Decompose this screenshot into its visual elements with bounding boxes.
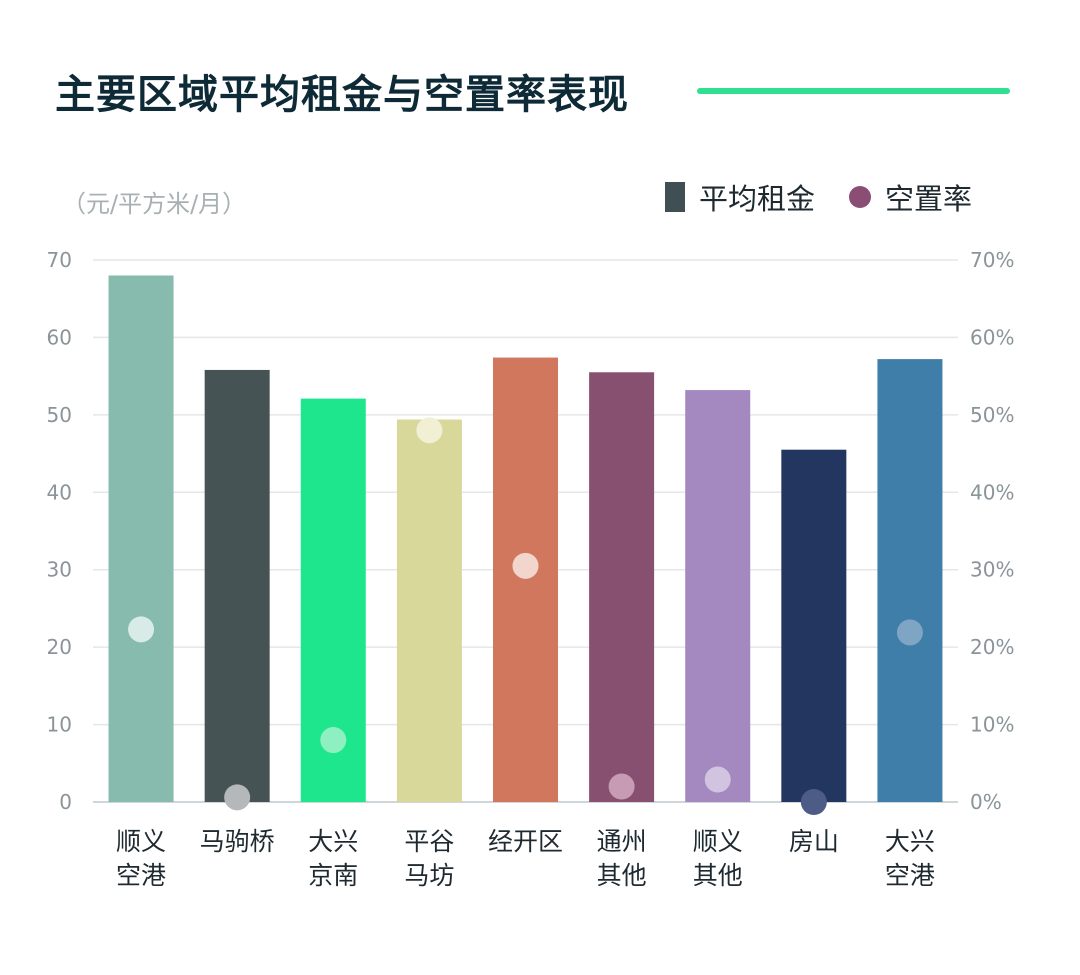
right-tick-label: 60% [970,325,1014,349]
legend-item-vacancy: 空置率 [848,176,972,218]
category-label: 顺义 [693,827,743,856]
rent-bar [204,369,270,802]
legend-bar-swatch [664,182,685,212]
category-label: 通州 [597,827,647,856]
right-tick-label: 0% [970,790,1002,814]
vacancy-point [896,619,923,646]
category-label: 空港 [885,861,935,890]
vacancy-point [512,552,539,579]
category-label: 其他 [597,861,647,890]
left-tick-label: 70 [47,248,72,272]
left-tick-label: 60 [47,325,72,349]
category-label: 马坊 [404,861,454,890]
vacancy-point [224,784,251,811]
category-label: 其他 [693,861,743,890]
category-label: 经开区 [488,827,563,856]
category-label: 大兴 [885,827,935,856]
rent-bar [877,359,943,802]
left-tick-label: 0 [59,790,72,814]
right-tick-label: 10% [970,713,1014,737]
vacancy-point [416,417,443,444]
left-tick-label: 30 [47,558,72,582]
vacancy-point [704,766,731,793]
rent-bar [685,390,751,802]
category-label: 平谷 [404,827,454,856]
left-tick-label: 10 [47,713,72,737]
right-tick-label: 70% [970,248,1014,272]
left-tick-label: 50 [47,403,72,427]
left-tick-label: 40 [47,480,72,504]
rent-bar [108,275,174,802]
right-tick-label: 50% [970,403,1014,427]
vacancy-point [608,773,635,800]
category-label: 空港 [116,861,166,890]
right-tick-label: 20% [970,635,1014,659]
vacancy-point [128,616,155,643]
vacancy-point [800,789,827,815]
category-label: 房山 [789,827,839,856]
title-accent-line [697,88,1010,94]
category-label: 大兴 [308,827,358,856]
vacancy-point [320,727,347,754]
rent-bar [589,372,655,802]
rent-bar [493,357,558,802]
legend: 平均租金 空置率 [664,176,972,218]
category-label: 顺义 [116,827,166,856]
legend-rent-label: 平均租金 [698,182,815,216]
category-label: 马驹桥 [200,827,275,856]
chart-title: 主要区域平均租金与空置率表现 [55,72,629,118]
legend-vacancy-label: 空置率 [884,182,972,216]
legend-dot-swatch [848,186,871,208]
unit-label: （元/平方米/月） [62,190,247,218]
right-tick-label: 40% [970,480,1014,504]
rent-bar [781,449,847,802]
rent-bar [396,419,462,802]
legend-item-rent: 平均租金 [664,176,815,218]
category-label: 京南 [308,861,358,890]
left-tick-label: 20 [47,635,72,659]
right-tick-label: 30% [970,558,1014,582]
